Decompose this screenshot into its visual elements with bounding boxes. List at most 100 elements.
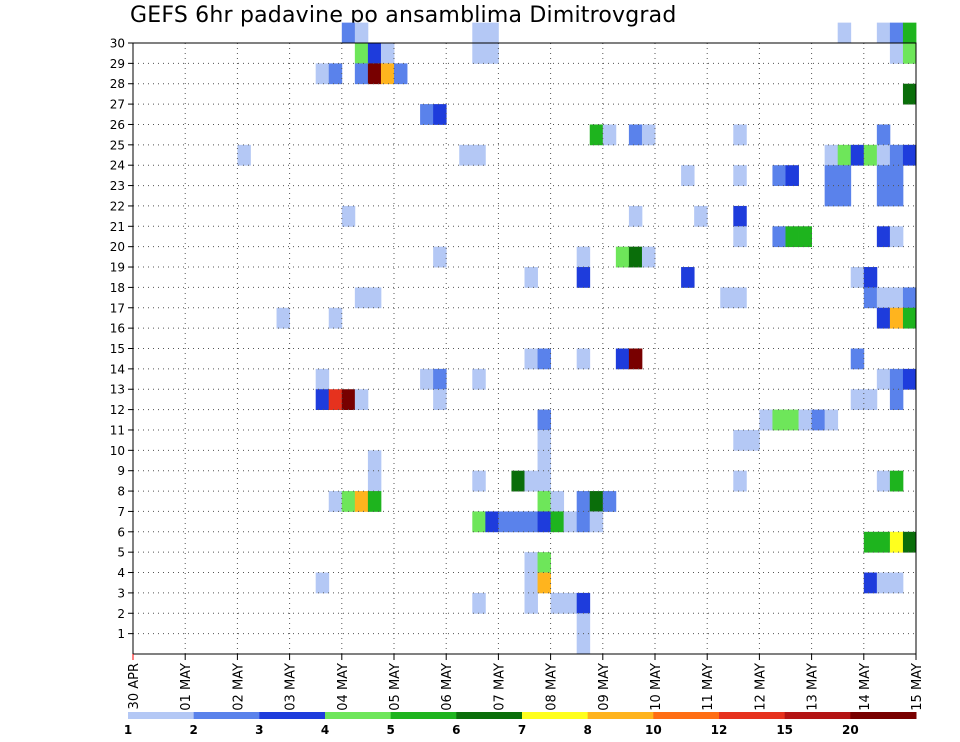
heatmap-cell xyxy=(876,22,891,44)
heatmap-cell xyxy=(824,165,839,186)
heatmap-cell xyxy=(602,491,617,512)
heatmap-cell xyxy=(537,450,551,472)
x-tick-label: 12 MAY xyxy=(753,663,768,711)
heatmap-cell xyxy=(341,205,356,227)
y-tick-label: 3 xyxy=(117,586,125,600)
y-tick-label: 30 xyxy=(110,37,125,51)
x-tick-label: 09 MAY xyxy=(597,663,612,711)
heatmap-cell xyxy=(902,43,917,64)
heatmap-cell xyxy=(876,144,891,166)
heatmap-cell xyxy=(772,409,786,431)
legend-label: 1 xyxy=(124,723,132,737)
legend-label: 10 xyxy=(645,723,662,737)
heatmap-cell xyxy=(733,226,747,248)
y-tick-label: 16 xyxy=(110,322,125,336)
heatmap-cell xyxy=(746,429,760,451)
y-tick-label: 6 xyxy=(117,525,125,539)
legend-swatch xyxy=(784,712,851,719)
y-tick-label: 22 xyxy=(110,199,125,213)
legend-swatch xyxy=(193,712,260,719)
heatmap-cell xyxy=(902,22,917,44)
heatmap-cell xyxy=(785,226,799,248)
x-tick-label: 07 MAY xyxy=(492,663,507,711)
heatmap-cell xyxy=(276,307,290,329)
heatmap-cell xyxy=(641,124,656,146)
y-tick-label: 5 xyxy=(117,546,125,560)
heatmap-cell xyxy=(628,205,643,227)
heatmap-cell xyxy=(837,185,852,207)
x-tick-label: 14 MAY xyxy=(858,663,873,711)
heatmap-cell xyxy=(511,511,525,533)
legend-swatch xyxy=(719,712,786,719)
heatmap-cell xyxy=(863,531,878,553)
legend-label: 12 xyxy=(711,723,728,737)
heatmap-cell xyxy=(876,307,891,329)
legend-swatch xyxy=(653,712,720,719)
heatmap-cell xyxy=(876,124,891,146)
heatmap-cell xyxy=(511,470,525,492)
heatmap-cell xyxy=(524,572,538,594)
legend-label: 15 xyxy=(776,723,793,737)
heatmap-cell xyxy=(576,511,591,533)
heatmap-cell xyxy=(380,43,395,64)
heatmap-cell xyxy=(876,531,891,553)
heatmap-cell xyxy=(354,389,369,410)
heatmap-cell xyxy=(720,287,734,309)
legend-swatch xyxy=(522,712,589,719)
y-axis: 1234567891011121314151617181920212223242… xyxy=(110,37,133,641)
legend-swatch xyxy=(325,712,392,719)
x-tick-label: 03 MAY xyxy=(284,663,299,711)
heatmap-cell xyxy=(315,368,330,390)
heatmap-cell xyxy=(550,511,565,533)
heatmap-cell xyxy=(420,368,434,390)
heatmap-cell xyxy=(889,144,904,166)
heatmap-cell xyxy=(472,511,486,533)
y-tick-label: 10 xyxy=(110,444,125,458)
heatmap-cell xyxy=(876,368,891,390)
heatmap-cell xyxy=(628,246,643,268)
y-tick-label: 25 xyxy=(110,138,125,152)
heatmap-cell xyxy=(889,572,904,594)
heatmap-cell xyxy=(615,246,630,268)
legend-swatch xyxy=(390,712,457,719)
y-tick-label: 23 xyxy=(110,179,125,193)
heatmap-cell xyxy=(576,613,591,635)
x-tick-label: 11 MAY xyxy=(701,663,716,711)
heatmap-cell xyxy=(733,470,747,492)
heatmap-cell xyxy=(902,307,917,329)
heatmap-cell xyxy=(367,43,382,64)
heatmap-cell xyxy=(354,287,369,309)
heatmap-cell xyxy=(537,511,551,533)
heatmap-cell xyxy=(798,226,812,248)
heatmap-cell xyxy=(537,470,551,492)
y-tick-label: 21 xyxy=(110,220,125,234)
heatmap-cell xyxy=(576,246,591,268)
heatmap-cell xyxy=(889,185,904,207)
y-tick-label: 14 xyxy=(110,362,125,376)
heatmap-cell xyxy=(485,22,499,44)
heatmap-cell xyxy=(576,491,591,512)
heatmap-cell xyxy=(328,63,343,85)
heatmap-cell xyxy=(681,267,695,288)
x-tick-label: 30 APR xyxy=(127,663,142,709)
y-tick-label: 17 xyxy=(110,301,125,315)
heatmap-cell xyxy=(394,63,408,85)
heatmap-cell xyxy=(550,491,565,512)
heatmap-cell xyxy=(315,572,330,594)
heatmap-cell xyxy=(524,267,538,288)
heatmap-cell xyxy=(785,409,799,431)
legend-label: 8 xyxy=(583,723,591,737)
heatmap-cell xyxy=(889,43,904,64)
heatmap-cell xyxy=(576,348,591,370)
y-tick-label: 15 xyxy=(110,342,125,356)
heatmap-cell xyxy=(733,165,747,186)
heatmap-cell xyxy=(785,165,799,186)
heatmap-cell xyxy=(628,124,643,146)
heatmap-cell xyxy=(524,552,538,573)
y-tick-label: 29 xyxy=(110,57,125,71)
heatmap-cell xyxy=(576,592,591,614)
heatmap-cell xyxy=(367,470,382,492)
heatmap-cell xyxy=(537,572,551,594)
heatmap-cell xyxy=(889,165,904,186)
heatmap-cell xyxy=(524,511,538,533)
